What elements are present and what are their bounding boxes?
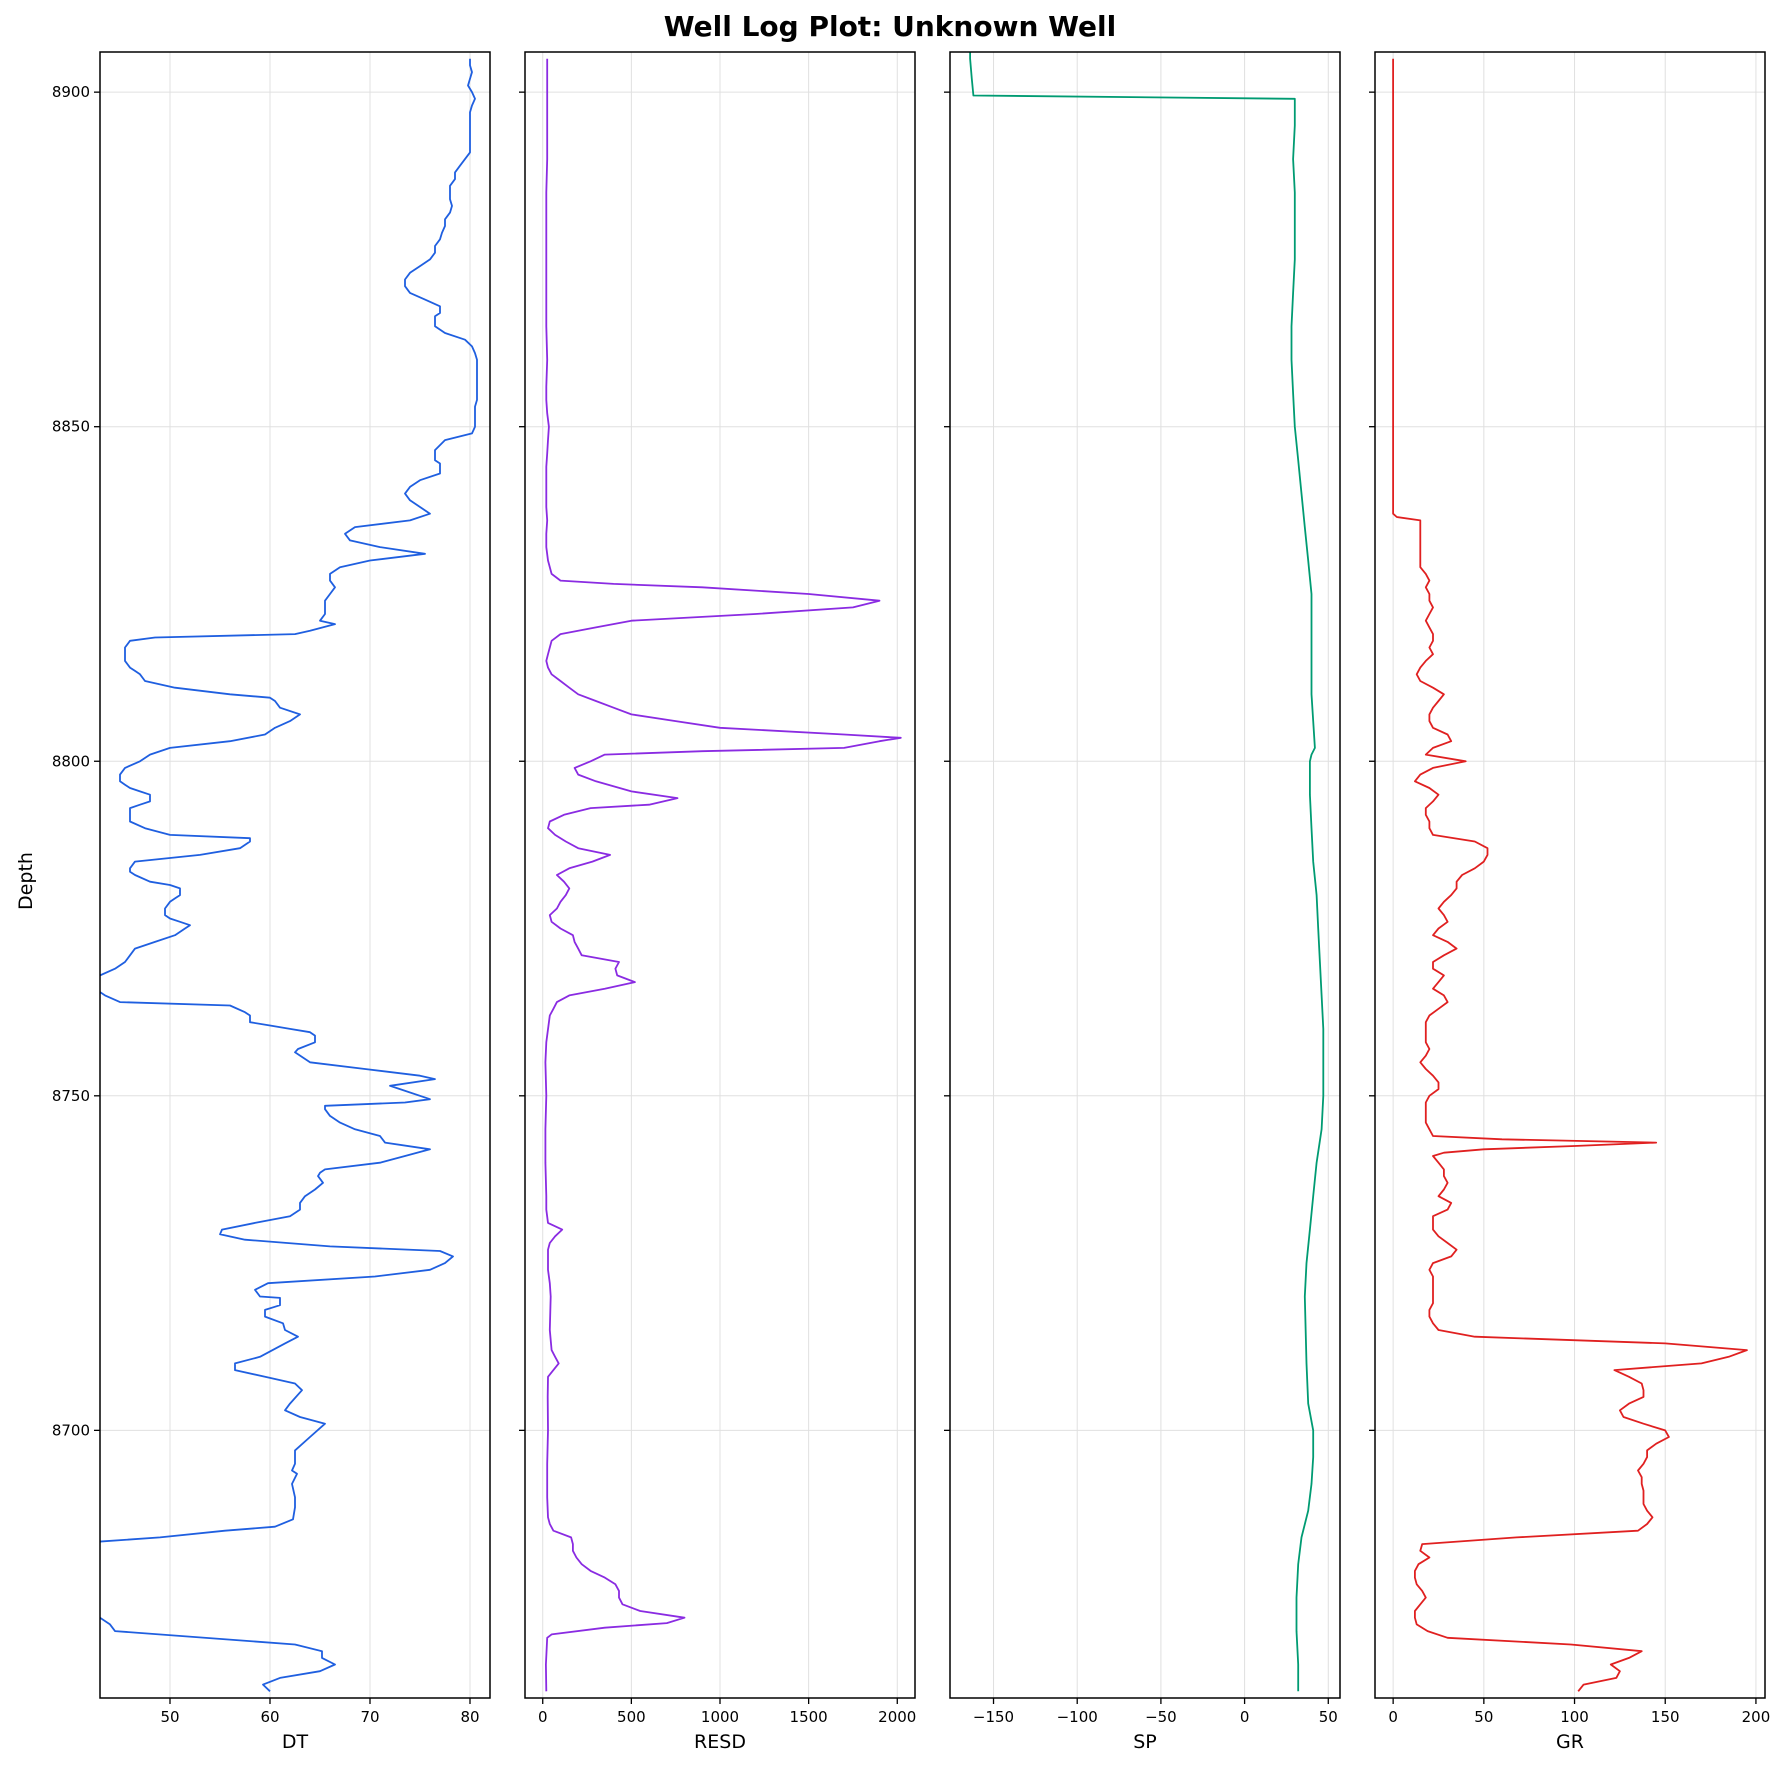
x-axis-label-sp: SP [1133, 1731, 1157, 1753]
x-tick-label: 50 [160, 1708, 179, 1726]
log-curve-dt [100, 58, 478, 1692]
track-frame [1374, 51, 1766, 1699]
y-tick-label: 8900 [52, 83, 90, 101]
x-axis-label-dt: DT [282, 1731, 309, 1753]
y-tick-label: 8700 [52, 1421, 90, 1439]
x-tick-label: 50 [1474, 1708, 1493, 1726]
x-tick-label: 100 [1560, 1708, 1589, 1726]
track-sp: −150 −100 −50 0 50 SP [944, 51, 1341, 1753]
x-tick-label: 2000 [878, 1708, 916, 1726]
track-gr: 0 50 100 150 200 GR [1369, 51, 1771, 1753]
x-tick-label: 150 [1651, 1708, 1680, 1726]
track-frame [949, 51, 1341, 1699]
x-tick-label: −150 [973, 1708, 1014, 1726]
x-tick-label: −100 [1057, 1708, 1098, 1726]
x-tick-label: 1500 [790, 1708, 828, 1726]
x-axis-label-resd: RESD [694, 1731, 746, 1753]
y-tick-label: 8750 [52, 1087, 90, 1105]
x-tick-label: 0 [538, 1708, 548, 1726]
x-tick-label: 50 [1319, 1708, 1338, 1726]
track-dt: 50 60 70 80 8700 8750 8800 8850 8900 DT [52, 51, 491, 1753]
y-tick-label: 8850 [52, 418, 90, 436]
x-tick-label: 1000 [701, 1708, 739, 1726]
x-tick-label: 200 [1742, 1708, 1771, 1726]
log-curve-sp [969, 52, 1325, 1692]
track-frame [524, 51, 916, 1699]
log-curve-gr [1392, 58, 1748, 1692]
x-tick-label: 80 [460, 1708, 479, 1726]
x-tick-label: 500 [617, 1708, 646, 1726]
chart-title: Well Log Plot: Unknown Well [664, 10, 1116, 43]
y-tick-label: 8800 [52, 752, 90, 770]
track-resd: 0 500 1000 1500 2000 RESD [519, 51, 916, 1753]
x-tick-label: 0 [1388, 1708, 1398, 1726]
x-tick-label: 0 [1240, 1708, 1250, 1726]
x-axis-label-gr: GR [1556, 1731, 1584, 1753]
x-tick-label: −50 [1145, 1708, 1177, 1726]
x-tick-label: 60 [260, 1708, 279, 1726]
depth-axis-label: Depth [15, 852, 37, 910]
track-frame [99, 51, 491, 1699]
log-curve-resd [544, 58, 902, 1692]
x-tick-label: 70 [360, 1708, 379, 1726]
